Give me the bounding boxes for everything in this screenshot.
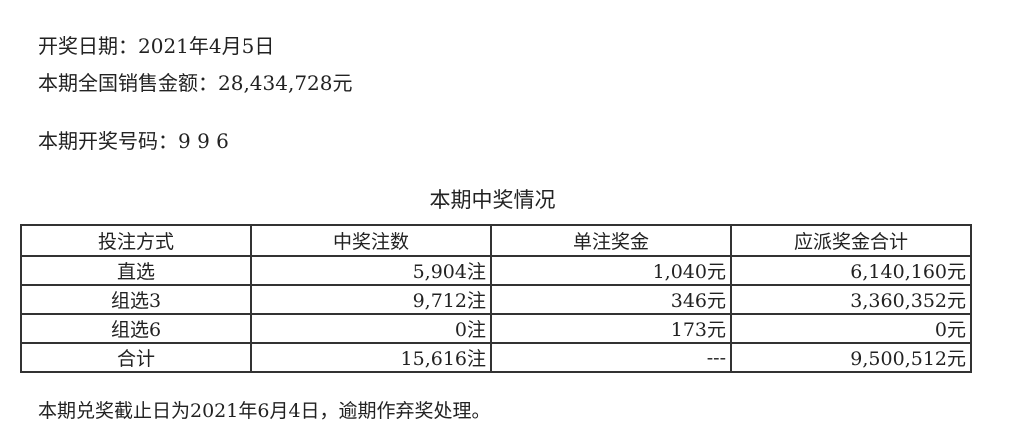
cell: 6,140,160元 (730, 255, 972, 286)
table-row: 组选6 0注 173元 0元 (20, 313, 972, 344)
table-row: 直选 5,904注 1,040元 6,140,160元 (20, 255, 972, 286)
table-header: 投注方式 中奖注数 单注奖金 应派奖金合计 (20, 224, 972, 257)
cell: 15,616注 (250, 342, 492, 373)
prize-table: 投注方式 中奖注数 单注奖金 应派奖金合计 直选 5,904注 1,040元 6… (20, 224, 972, 373)
header-cell: 中奖注数 (250, 224, 492, 257)
winning-numbers: 本期开奖号码：9 9 6 (38, 129, 229, 153)
cell: 173元 (490, 313, 732, 344)
table-row-total: 合计 15,616注 --- 9,500,512元 (20, 342, 972, 373)
cell: 5,904注 (250, 255, 492, 286)
cell: 9,500,512元 (730, 342, 972, 373)
header-cell: 投注方式 (20, 224, 252, 257)
draw-date: 开奖日期：2021年4月5日 (38, 34, 275, 58)
cell: 组选3 (20, 284, 252, 315)
cell: 0元 (730, 313, 972, 344)
cell: 3,360,352元 (730, 284, 972, 315)
cell: 0注 (250, 313, 492, 344)
cell: 合计 (20, 342, 252, 373)
table-row: 组选3 9,712注 346元 3,360,352元 (20, 284, 972, 315)
cell: 1,040元 (490, 255, 732, 286)
table-title: 本期中奖情况 (429, 188, 556, 212)
cell: 346元 (490, 284, 732, 315)
cell: 9,712注 (250, 284, 492, 315)
cell: 直选 (20, 255, 252, 286)
header-cell: 应派奖金合计 (730, 224, 972, 257)
header-cell: 单注奖金 (490, 224, 732, 257)
cell: 组选6 (20, 313, 252, 344)
sales-amount: 本期全国销售金额：28,434,728元 (38, 71, 353, 95)
footer-note: 本期兑奖截止日为2021年6月4日，逾期作弃奖处理。 (38, 400, 491, 422)
cell: --- (490, 342, 732, 373)
